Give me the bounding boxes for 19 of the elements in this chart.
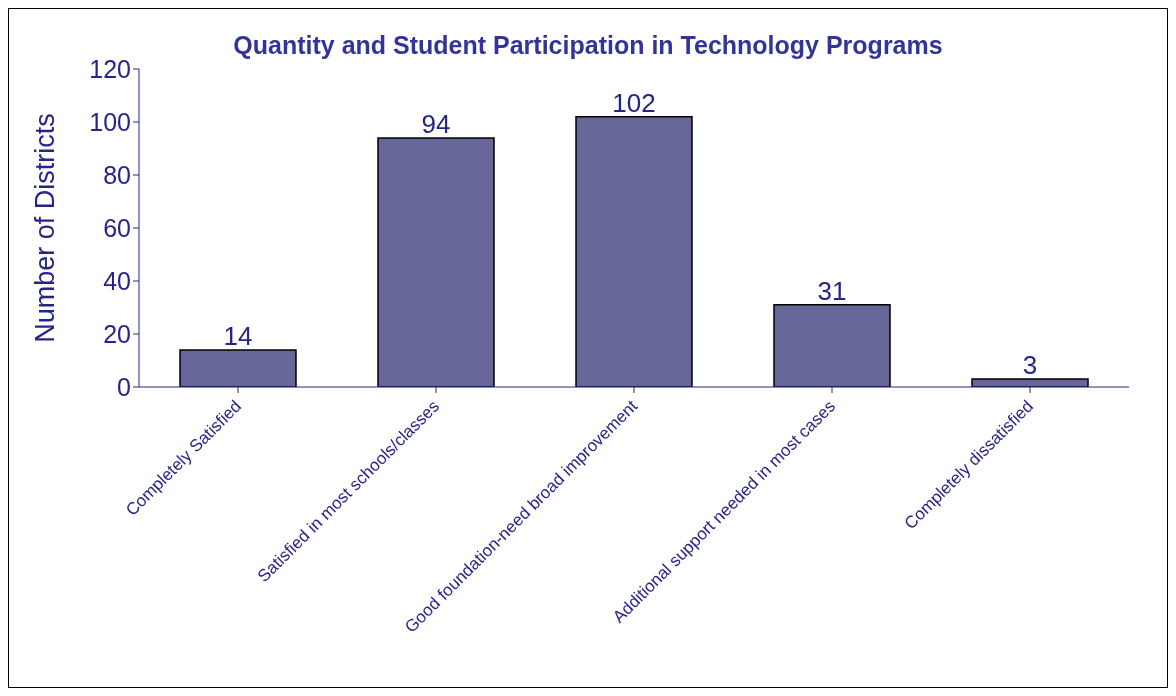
bar (575, 115, 693, 387)
bar (377, 137, 495, 387)
y-tick-label: 80 (103, 160, 131, 189)
y-axis-title: Number of Districts (29, 113, 60, 343)
y-tick-label: 0 (117, 372, 131, 401)
chart-title: Quantity and Student Participation in Technology Programs (233, 31, 943, 59)
y-tick-label: 40 (103, 266, 131, 295)
data-label: 3 (1022, 350, 1038, 381)
y-tick-label: 60 (103, 213, 131, 242)
data-label: 102 (612, 87, 656, 118)
data-label: 94 (421, 108, 451, 139)
bar (971, 378, 1089, 387)
y-tick-label: 120 (89, 54, 131, 83)
bar (773, 304, 891, 387)
data-label: 14 (223, 320, 253, 351)
y-tick-label: 100 (89, 107, 131, 136)
data-label: 31 (817, 275, 847, 306)
bar (179, 349, 297, 387)
y-tick-label: 20 (103, 319, 131, 348)
